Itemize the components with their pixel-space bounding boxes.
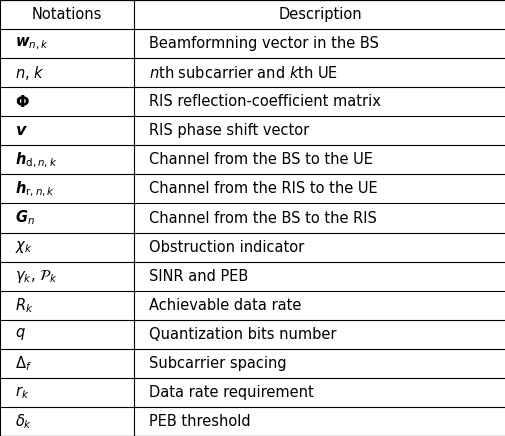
Text: Channel from the RIS to the UE: Channel from the RIS to the UE bbox=[149, 181, 377, 197]
Text: Notations: Notations bbox=[32, 7, 102, 22]
Text: Quantization bits number: Quantization bits number bbox=[149, 327, 336, 342]
Text: PEB threshold: PEB threshold bbox=[149, 414, 250, 429]
Text: $\boldsymbol{\Phi}$: $\boldsymbol{\Phi}$ bbox=[15, 94, 30, 110]
Text: $r_{k}$: $r_{k}$ bbox=[15, 384, 29, 401]
Text: $n$th subcarrier and $k$th UE: $n$th subcarrier and $k$th UE bbox=[149, 65, 338, 81]
Text: $n$, $k$: $n$, $k$ bbox=[15, 64, 44, 82]
Text: Beamformning vector in the BS: Beamformning vector in the BS bbox=[149, 36, 378, 51]
Text: RIS reflection-coefficient matrix: RIS reflection-coefficient matrix bbox=[149, 94, 380, 109]
Text: $\boldsymbol{G}_{n}$: $\boldsymbol{G}_{n}$ bbox=[15, 209, 35, 227]
Text: Description: Description bbox=[278, 7, 361, 22]
Text: Achievable data rate: Achievable data rate bbox=[149, 298, 301, 313]
Text: Obstruction indicator: Obstruction indicator bbox=[149, 239, 304, 255]
Text: Channel from the BS to the RIS: Channel from the BS to the RIS bbox=[149, 211, 376, 225]
Text: $\boldsymbol{h}_{\mathrm{d},n,k}$: $\boldsymbol{h}_{\mathrm{d},n,k}$ bbox=[15, 150, 58, 170]
Text: Subcarrier spacing: Subcarrier spacing bbox=[149, 356, 286, 371]
Text: $\chi_{k}$: $\chi_{k}$ bbox=[15, 239, 33, 255]
Text: Data rate requirement: Data rate requirement bbox=[149, 385, 314, 400]
Text: SINR and PEB: SINR and PEB bbox=[149, 269, 248, 284]
Text: $R_{k}$: $R_{k}$ bbox=[15, 296, 33, 314]
Text: $\Delta_{f}$: $\Delta_{f}$ bbox=[15, 354, 32, 373]
Text: Channel from the BS to the UE: Channel from the BS to the UE bbox=[149, 152, 372, 167]
Text: $q$: $q$ bbox=[15, 326, 26, 342]
Text: $\gamma_k$, $\mathcal{P}_k$: $\gamma_k$, $\mathcal{P}_k$ bbox=[15, 268, 58, 285]
Text: RIS phase shift vector: RIS phase shift vector bbox=[149, 123, 309, 138]
Text: $\boldsymbol{h}_{\mathrm{r},n,k}$: $\boldsymbol{h}_{\mathrm{r},n,k}$ bbox=[15, 179, 55, 198]
Text: $\delta_{k}$: $\delta_{k}$ bbox=[15, 412, 32, 431]
Text: $\boldsymbol{w}_{n,k}$: $\boldsymbol{w}_{n,k}$ bbox=[15, 35, 49, 52]
Text: $\boldsymbol{v}$: $\boldsymbol{v}$ bbox=[15, 123, 28, 138]
